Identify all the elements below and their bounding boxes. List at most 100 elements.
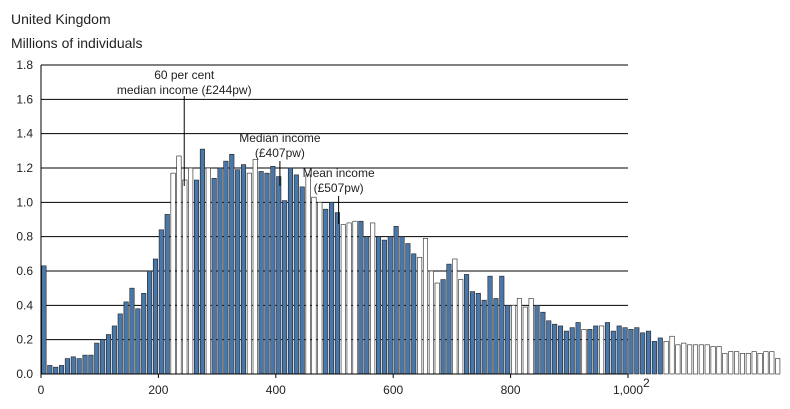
bar [581, 329, 587, 375]
bar [745, 353, 751, 375]
x-tick-label: 600 [383, 383, 403, 397]
bar [487, 275, 493, 375]
bar [340, 224, 346, 375]
bar [575, 322, 581, 375]
annotation-text: (£407pw) [255, 146, 305, 160]
bar [246, 172, 252, 375]
bar [276, 176, 282, 375]
bar [223, 160, 229, 375]
bar [199, 148, 205, 375]
bar [634, 327, 640, 375]
bar [258, 171, 264, 375]
bar [235, 169, 241, 375]
bar [546, 320, 552, 375]
bar [393, 226, 399, 375]
bar [282, 200, 288, 375]
bar [687, 344, 693, 375]
bar [152, 258, 158, 375]
bar [651, 341, 657, 375]
bar [287, 167, 294, 375]
bar [557, 325, 564, 375]
bar [469, 291, 475, 375]
annotation-text: Mean income [303, 166, 375, 180]
bar [464, 274, 470, 375]
bar [94, 342, 100, 375]
y-tick-label: 1.4 [16, 127, 33, 141]
bar [182, 179, 188, 375]
bar [387, 236, 393, 375]
bar [252, 159, 258, 375]
bar [587, 329, 593, 375]
bar [534, 305, 540, 375]
bar [158, 229, 164, 375]
region-label: United Kingdom [11, 11, 111, 27]
bar [293, 174, 299, 375]
bar [399, 236, 405, 375]
bar [716, 346, 722, 375]
y-tick-label: 0.8 [16, 230, 33, 244]
bar [176, 155, 182, 375]
x-tick-label: 400 [266, 383, 286, 397]
bar [704, 344, 710, 375]
bar [211, 178, 217, 375]
bar [610, 330, 616, 375]
bar [640, 332, 646, 375]
bar [358, 220, 364, 375]
bar [53, 366, 59, 375]
bar [411, 253, 417, 375]
bar [751, 351, 757, 375]
bar [82, 354, 88, 375]
bar [229, 153, 235, 375]
bar [70, 356, 76, 375]
annotation-text: median income (£244pw) [117, 83, 252, 97]
y-tick-label: 1.2 [16, 161, 33, 175]
bar [417, 256, 423, 375]
bar [657, 337, 663, 375]
bar [111, 325, 117, 375]
bar [323, 208, 329, 375]
bar [311, 196, 317, 375]
bar [516, 298, 522, 375]
bar [240, 164, 247, 375]
bar [552, 323, 558, 375]
y-tick-label: 0.0 [16, 367, 33, 381]
bar [628, 329, 634, 375]
x-tick-label: 1,000 [613, 383, 643, 397]
bar [370, 222, 376, 375]
bar [593, 325, 599, 375]
bar [452, 258, 458, 375]
bar [511, 305, 517, 375]
bar [728, 351, 734, 375]
y-tick-labels: 0.0 0.2 0.4 0.6 0.8 1.0 1.2 1.4 1.6 1.8 [16, 58, 33, 381]
x-tick-label: 0 [38, 383, 45, 397]
y-tick-label: 0.6 [16, 264, 33, 278]
bar [375, 236, 382, 375]
bar [710, 346, 716, 375]
bar [675, 344, 681, 375]
bar [135, 308, 141, 375]
bar [194, 179, 200, 375]
bar [147, 270, 153, 375]
axes [40, 65, 629, 378]
bar [434, 282, 440, 375]
bar [364, 236, 370, 375]
bar [763, 351, 769, 375]
bar [604, 322, 610, 375]
bar [264, 172, 270, 375]
bar [346, 222, 352, 375]
bar [47, 365, 53, 375]
bar [734, 351, 740, 375]
bar [569, 327, 575, 375]
x-tick-label: 200 [148, 383, 168, 397]
bar [305, 174, 311, 375]
bar [599, 325, 605, 375]
bar [528, 298, 534, 375]
bar [428, 270, 434, 375]
bar [352, 220, 358, 375]
bar [88, 354, 94, 375]
bar [405, 243, 411, 375]
units-label: Millions of individuals [11, 35, 143, 51]
bar [422, 238, 429, 375]
